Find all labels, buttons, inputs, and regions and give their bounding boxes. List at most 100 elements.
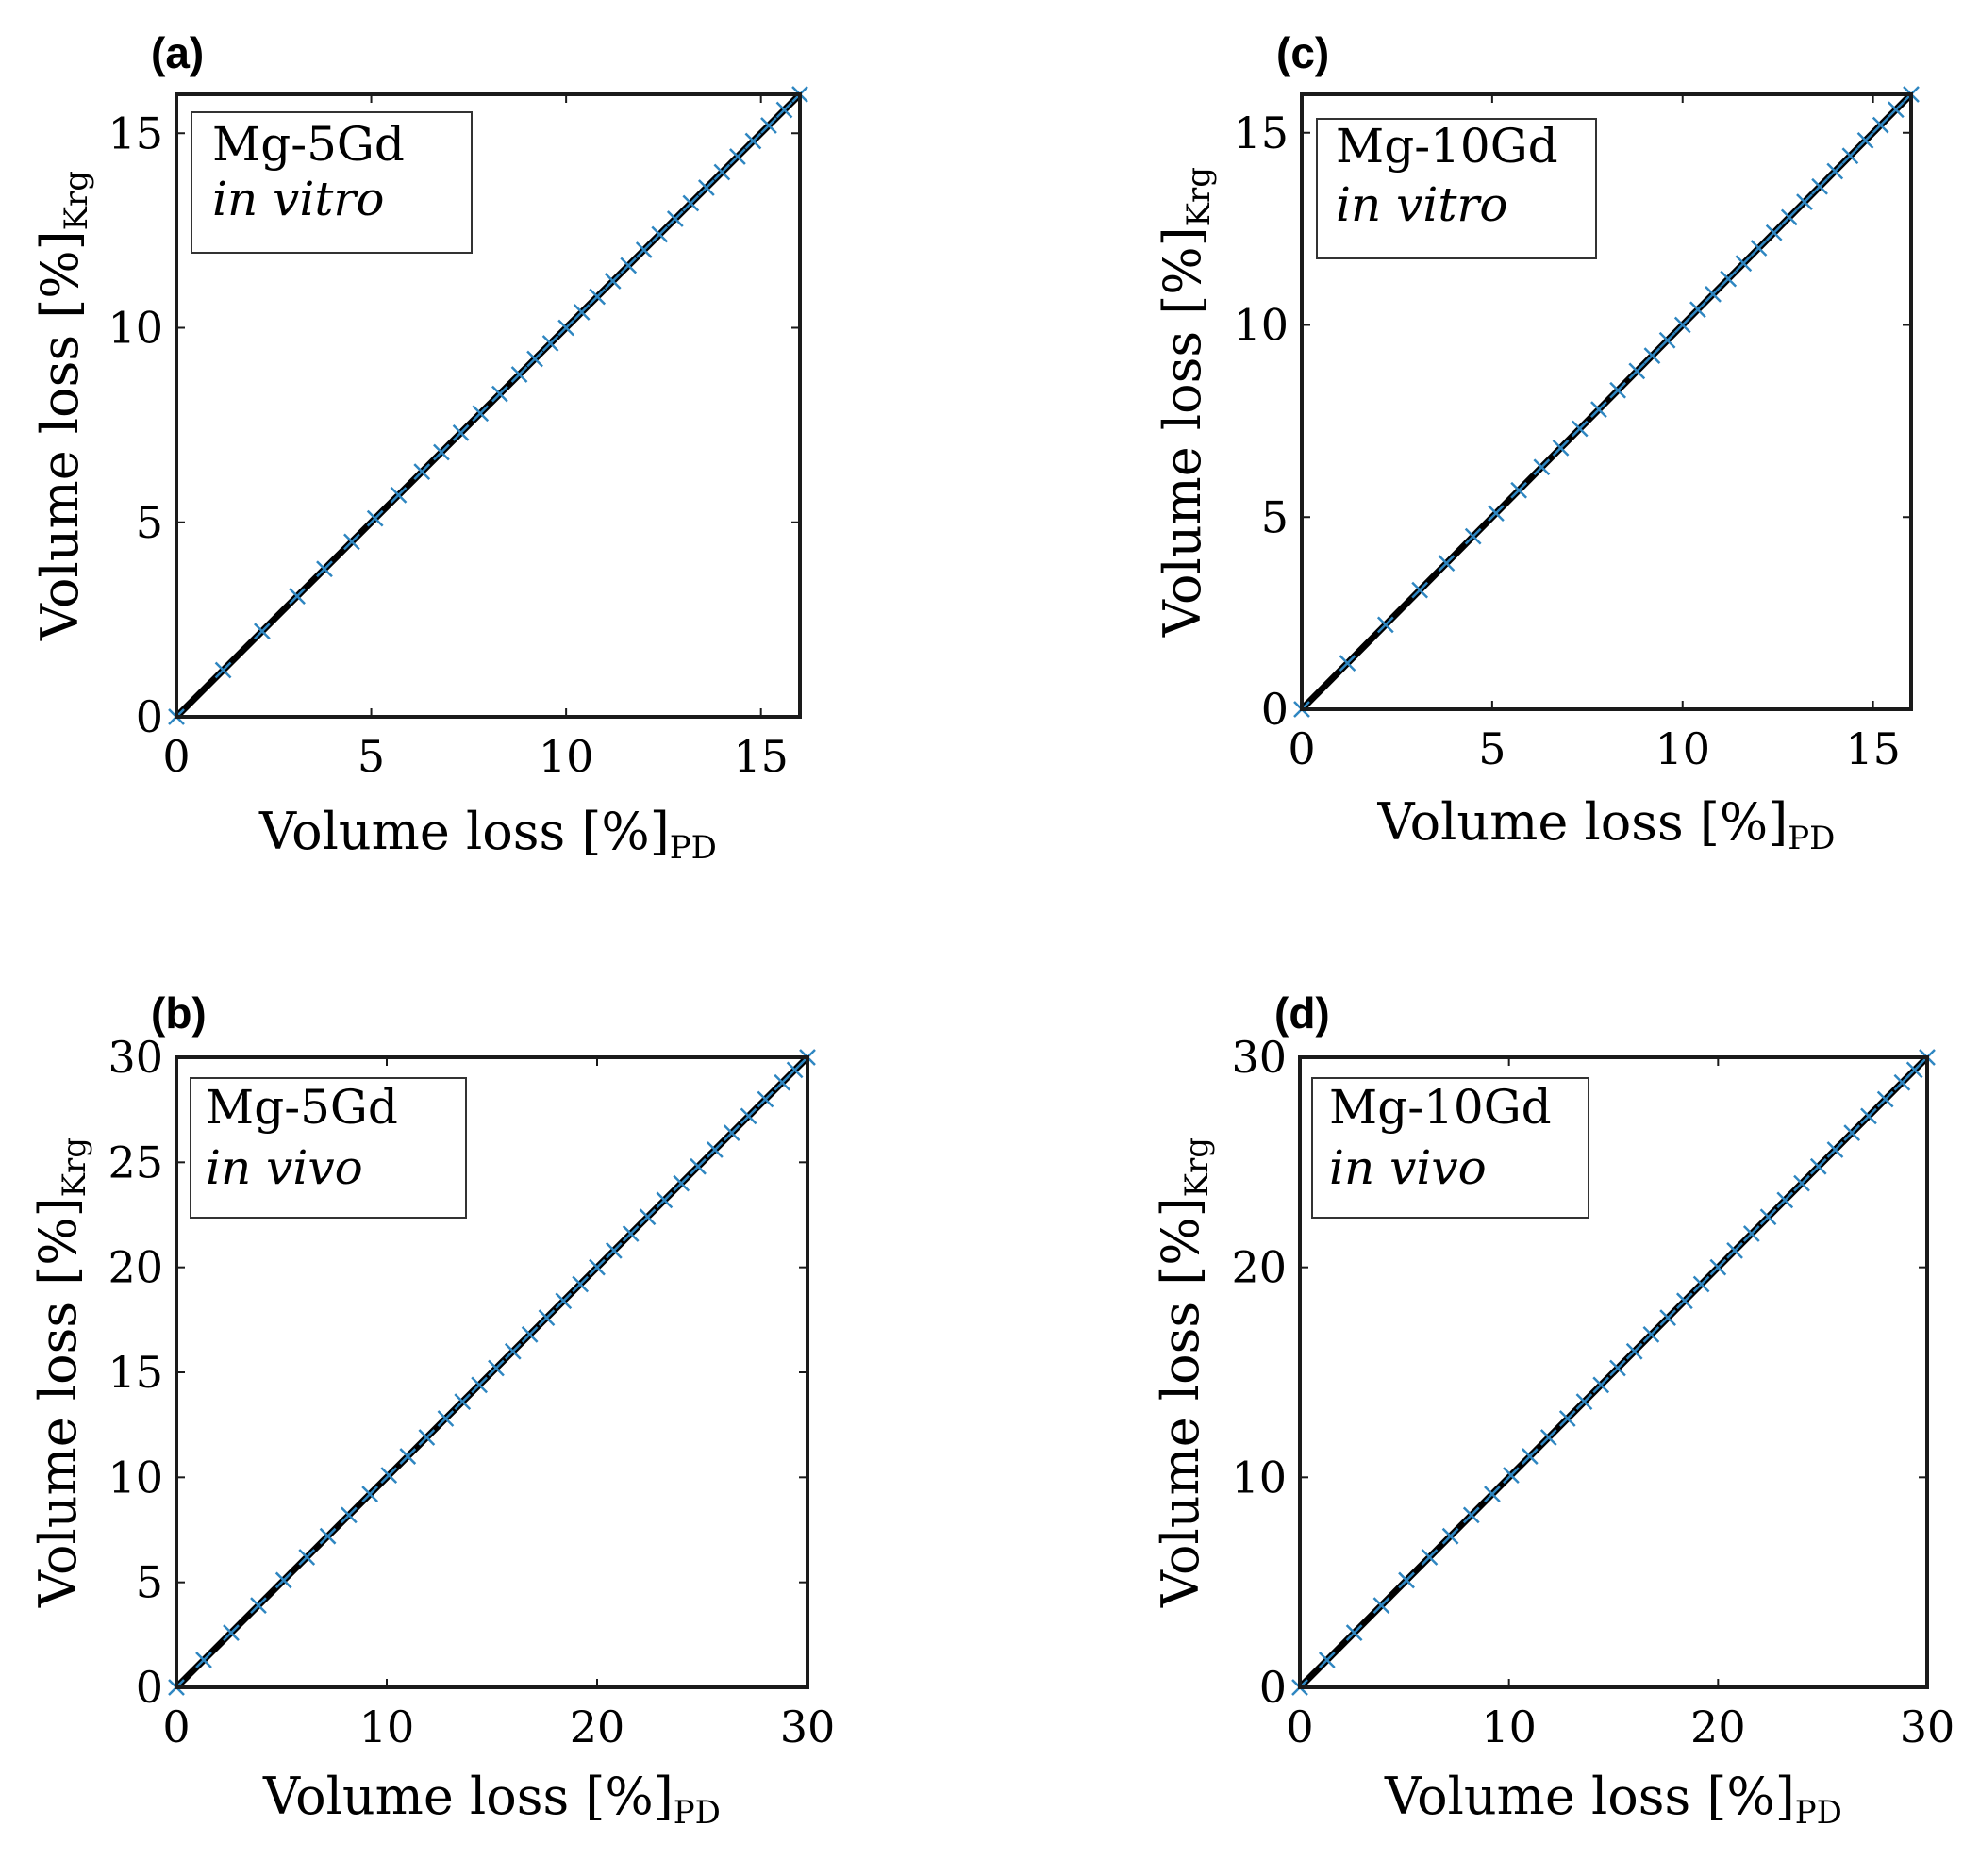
x-axis-title: Volume loss [%]PD — [1384, 1767, 1842, 1832]
data-point — [1628, 362, 1646, 380]
y-tick-label: 25 — [108, 1137, 163, 1187]
data-point — [1826, 1141, 1844, 1158]
data-point — [635, 241, 653, 258]
x-tick-label: 15 — [1845, 723, 1901, 774]
x-tick-label: 10 — [1655, 723, 1710, 774]
axes-frame — [175, 1055, 809, 1689]
data-point — [1796, 193, 1813, 210]
data-point — [1484, 1486, 1501, 1503]
data-point — [557, 319, 575, 337]
data-point — [744, 132, 762, 150]
panel-label: (d) — [1274, 988, 1330, 1038]
data-point — [589, 288, 607, 306]
data-point — [1441, 1527, 1459, 1545]
data-point — [340, 1506, 358, 1524]
data-point — [380, 1467, 398, 1484]
data-point — [289, 588, 306, 606]
data-point — [651, 225, 669, 243]
data-point — [1742, 1225, 1760, 1242]
x-tick-label: 0 — [1286, 1702, 1313, 1752]
data-point — [418, 1429, 436, 1446]
data-point — [620, 257, 638, 274]
legend-condition: in vivo — [1329, 1140, 1487, 1195]
y-tick-label: 0 — [136, 1662, 163, 1713]
axes-frame — [1300, 92, 1913, 711]
data-point — [666, 210, 684, 227]
data-point — [1502, 1467, 1520, 1484]
data-point — [541, 335, 559, 352]
data-point — [437, 1410, 455, 1427]
data-point — [1643, 347, 1661, 364]
data-point — [399, 1448, 417, 1465]
y-tick-label: 15 — [108, 108, 163, 158]
data-point — [538, 1309, 556, 1326]
y-axis-title: Volume loss [%]Krg — [1153, 167, 1218, 638]
data-point — [1592, 1376, 1610, 1394]
data-point — [1438, 555, 1456, 573]
data-point — [1705, 286, 1722, 303]
panel-label: (b) — [151, 988, 207, 1038]
data-point — [1339, 655, 1356, 672]
y-axis-title: Volume loss [%]Krg — [28, 1137, 93, 1608]
data-point — [1345, 1624, 1363, 1641]
data-point — [1642, 1326, 1660, 1343]
data-point — [510, 366, 528, 383]
data-point — [1571, 420, 1589, 438]
data-point — [1776, 1191, 1794, 1209]
data-point — [673, 1174, 690, 1192]
data-point — [1590, 401, 1607, 419]
data-point — [223, 1624, 240, 1641]
data-point — [316, 560, 333, 578]
data-point — [366, 509, 384, 527]
data-point — [656, 1191, 674, 1209]
axes-frame — [1298, 1055, 1929, 1689]
data-point — [1411, 581, 1429, 599]
data-point — [1552, 440, 1570, 457]
y-tick-label: 15 — [1233, 108, 1289, 158]
data-point — [1464, 527, 1482, 545]
data-point — [555, 1292, 573, 1310]
x-tick-label: 15 — [733, 731, 789, 782]
data-point — [1318, 1652, 1336, 1668]
legend-alloy: Mg-5Gd — [206, 1080, 398, 1135]
x-axis-title: Volume loss [%]PD — [262, 1767, 721, 1832]
data-point — [1689, 301, 1706, 319]
data-point — [504, 1342, 522, 1360]
legend-box — [1316, 118, 1597, 259]
x-tick-label: 5 — [1478, 723, 1506, 774]
y-tick-label: 10 — [108, 303, 163, 354]
data-point — [604, 273, 622, 290]
data-point — [1510, 481, 1528, 499]
data-point — [1872, 116, 1889, 134]
data-point — [1539, 1429, 1557, 1446]
data-point — [471, 1376, 489, 1394]
data-point — [1558, 1410, 1576, 1427]
y-tick-label: 5 — [136, 497, 163, 548]
data-point — [786, 1061, 804, 1079]
x-tick-label: 5 — [358, 731, 385, 782]
data-point — [1575, 1393, 1593, 1411]
data-point — [723, 1124, 740, 1142]
legend-condition: in vitro — [1336, 177, 1507, 232]
data-point — [1856, 132, 1874, 149]
x-tick-label: 0 — [162, 731, 190, 782]
data-point — [1750, 240, 1768, 257]
data-point — [774, 1073, 791, 1091]
data-point — [1809, 1157, 1827, 1175]
data-point — [713, 163, 731, 181]
data-point — [639, 1208, 657, 1226]
y-tick-label: 0 — [1259, 1662, 1287, 1713]
data-point — [413, 463, 431, 481]
data-point — [1726, 1241, 1743, 1259]
data-point — [254, 623, 271, 640]
data-point — [775, 101, 793, 119]
y-axis-title: Volume loss [%]Krg — [30, 171, 95, 641]
data-point — [573, 304, 591, 321]
data-point — [1793, 1174, 1810, 1192]
data-point — [214, 661, 232, 679]
y-tick-label: 10 — [1233, 300, 1289, 351]
